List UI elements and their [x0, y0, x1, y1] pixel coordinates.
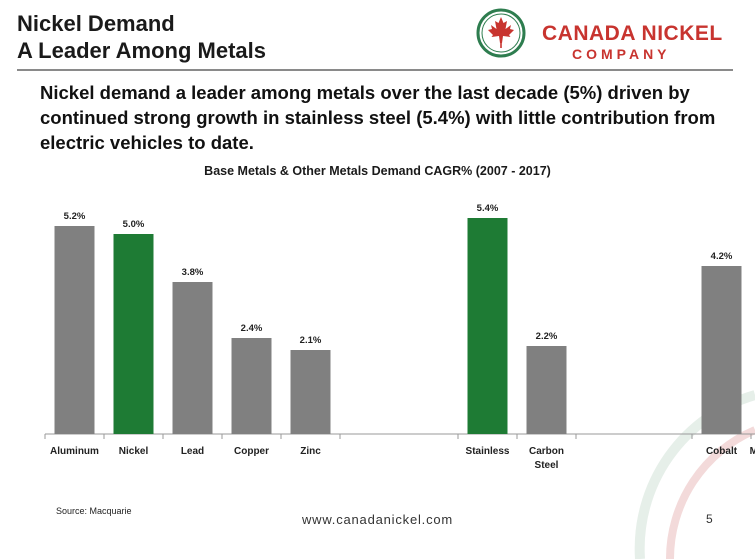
category-label: Nickel — [119, 446, 149, 457]
title-line-2: A Leader Among Metals — [17, 38, 266, 63]
data-label: 3.8% — [182, 267, 204, 278]
bar-lead — [172, 282, 213, 434]
page-number: 5 — [706, 512, 713, 526]
category-label: Carbon — [529, 446, 564, 457]
category-label: Zinc — [300, 446, 321, 457]
data-label: 2.4% — [241, 323, 263, 334]
bar-carbon-steel — [526, 346, 567, 434]
bar-zinc — [290, 350, 331, 434]
title-divider — [17, 69, 733, 71]
logo-text-sub: COMPANY — [572, 46, 671, 62]
bar-copper — [231, 338, 272, 434]
bar-stainless — [467, 218, 508, 434]
chart-title: Base Metals & Other Metals Demand CAGR% … — [204, 164, 551, 178]
data-label: 2.2% — [536, 331, 558, 342]
bar-nickel — [113, 234, 154, 434]
bar-cobalt — [701, 266, 742, 434]
title-line-1: Nickel Demand — [17, 11, 175, 36]
category-label: Stainless — [466, 446, 510, 457]
category-label: Lead — [181, 446, 204, 457]
data-label: 5.0% — [123, 219, 145, 230]
data-label: 4.2% — [711, 251, 733, 262]
maple-leaf-icon — [476, 8, 526, 58]
data-label: 2.1% — [300, 335, 322, 346]
category-label: Aluminum — [50, 446, 99, 457]
category-label: Molybdenum — [750, 446, 755, 457]
category-label: Cobalt — [706, 446, 738, 457]
bar-aluminum — [54, 226, 95, 434]
category-label: Steel — [535, 460, 559, 471]
source-note: Source: Macquarie — [56, 506, 132, 516]
data-label: 5.4% — [477, 203, 499, 214]
headline: Nickel demand a leader among metals over… — [40, 82, 716, 153]
logo-text-main: CANADA NICKEL — [542, 22, 723, 45]
data-label: 5.2% — [64, 211, 86, 222]
slide-title: Nickel Demand A Leader Among Metals — [17, 10, 266, 64]
website-url[interactable]: www.canadanickel.com — [301, 512, 454, 527]
company-logo: CANADA NICKEL COMPANY — [476, 8, 738, 64]
category-label: Copper — [234, 446, 269, 457]
